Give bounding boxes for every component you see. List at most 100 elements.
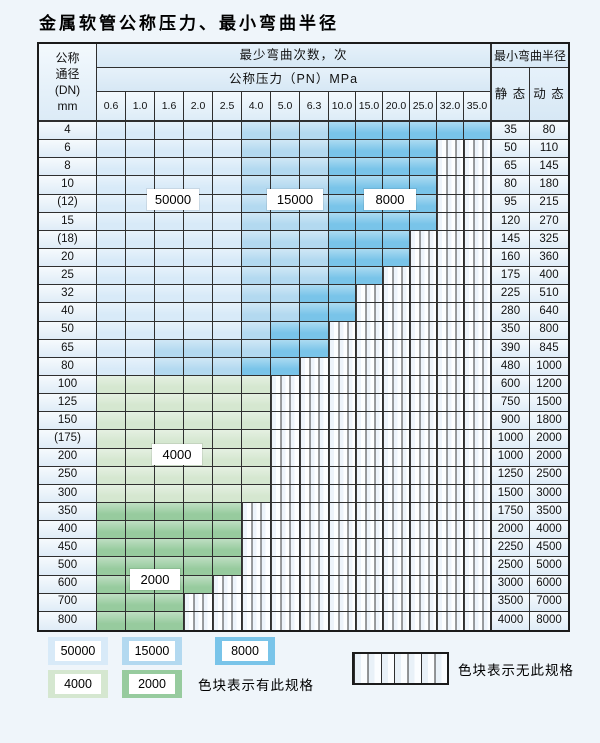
zone-cell bbox=[184, 158, 213, 177]
zone-cell bbox=[155, 285, 184, 304]
zone-cell bbox=[97, 339, 126, 358]
zone-cell bbox=[242, 158, 271, 177]
static-cell: 480 bbox=[491, 357, 530, 376]
zone-cell bbox=[213, 267, 242, 286]
zone-cell bbox=[242, 611, 271, 630]
zone-cell bbox=[437, 267, 464, 286]
zone-cell bbox=[300, 212, 329, 231]
dn-cell: 10 bbox=[39, 176, 97, 195]
zone-cell bbox=[383, 212, 410, 231]
static-cell: 1750 bbox=[491, 502, 530, 522]
zone-cell bbox=[97, 611, 126, 630]
zone-cell bbox=[383, 285, 410, 304]
zone-cell bbox=[356, 448, 383, 467]
zone-cell bbox=[155, 230, 184, 249]
dn-cell: (18) bbox=[39, 230, 97, 249]
zone-cell bbox=[300, 575, 329, 594]
zone-cell bbox=[437, 375, 464, 395]
static-cell: 2500 bbox=[491, 557, 530, 576]
bend-times-header: 最少弯曲次数，次 bbox=[97, 44, 491, 68]
zone-cell bbox=[300, 339, 329, 358]
zone-cell bbox=[410, 575, 437, 594]
dynamic-cell: 800 bbox=[530, 321, 568, 340]
zone-cell bbox=[213, 194, 242, 213]
dn-cell: 50 bbox=[39, 321, 97, 340]
zone-cell bbox=[184, 267, 213, 286]
zone-cell bbox=[356, 539, 383, 558]
zone-cell bbox=[383, 339, 410, 358]
zone-cell bbox=[356, 230, 383, 249]
zone-cell bbox=[329, 611, 356, 630]
zone-cell bbox=[213, 285, 242, 304]
zone-cell bbox=[155, 521, 184, 540]
zone-cell bbox=[213, 394, 242, 413]
zone-cell bbox=[410, 466, 437, 485]
zone-cell bbox=[329, 230, 356, 249]
zone-cell bbox=[410, 430, 437, 449]
zone-cell bbox=[464, 448, 491, 467]
pressure-header-cell: 6.3 bbox=[300, 92, 329, 122]
zone-cell bbox=[464, 339, 491, 358]
zone-cell bbox=[383, 611, 410, 630]
zone-cell bbox=[437, 140, 464, 159]
zone-cell bbox=[97, 122, 126, 141]
zone-cell bbox=[383, 521, 410, 540]
static-cell: 175 bbox=[491, 267, 530, 286]
zone-cell bbox=[410, 194, 437, 213]
zone-cell bbox=[184, 140, 213, 159]
zone-cell bbox=[271, 539, 300, 558]
zone-cell bbox=[464, 357, 491, 376]
zone-cell bbox=[329, 339, 356, 358]
zone-cell bbox=[300, 412, 329, 431]
zone-cell bbox=[329, 194, 356, 213]
zone-cell bbox=[126, 230, 155, 249]
zone-cell bbox=[356, 321, 383, 340]
zone-cell bbox=[437, 321, 464, 340]
zone-cell bbox=[329, 430, 356, 449]
zone-cell bbox=[213, 357, 242, 376]
zone-cell bbox=[184, 557, 213, 576]
legend-swatch-4000: 4000 bbox=[48, 670, 108, 698]
zone-cell bbox=[242, 122, 271, 141]
zone-cell bbox=[300, 502, 329, 522]
zone-cell bbox=[97, 158, 126, 177]
zone-cell bbox=[383, 248, 410, 268]
spec-table: 公称 通径 (DN) mm 最少弯曲次数，次 最小弯曲半径 公称压力（PN）MP… bbox=[37, 42, 570, 632]
zone-cell bbox=[271, 267, 300, 286]
zone-cell bbox=[184, 339, 213, 358]
zone-cell bbox=[383, 593, 410, 612]
zone-cell bbox=[126, 466, 155, 485]
corner-header-dn: 公称 通径 (DN) mm bbox=[39, 44, 97, 122]
pressure-header-cell: 35.0 bbox=[464, 92, 491, 122]
zone-cell bbox=[155, 267, 184, 286]
zone-cell bbox=[300, 611, 329, 630]
static-cell: 2250 bbox=[491, 539, 530, 558]
zone-cell bbox=[271, 466, 300, 485]
zone-cell bbox=[410, 375, 437, 395]
dn-cell: 200 bbox=[39, 448, 97, 467]
zone-cell bbox=[410, 484, 437, 503]
zone-cell bbox=[464, 212, 491, 231]
zone-cell bbox=[356, 557, 383, 576]
zone-cell bbox=[437, 466, 464, 485]
corner-line-4: mm bbox=[57, 99, 78, 113]
zone-cell bbox=[97, 285, 126, 304]
pressure-header-cell: 4.0 bbox=[242, 92, 271, 122]
zone-cell bbox=[437, 448, 464, 467]
zone-cell bbox=[184, 321, 213, 340]
zone-cell bbox=[242, 412, 271, 431]
zone-cell bbox=[213, 611, 242, 630]
static-cell: 3500 bbox=[491, 593, 530, 612]
pressure-header-cell: 25.0 bbox=[410, 92, 437, 122]
zone-cell bbox=[242, 502, 271, 522]
zone-cell bbox=[329, 122, 356, 141]
dynamic-cell: 5000 bbox=[530, 557, 568, 576]
dynamic-cell: 2000 bbox=[530, 448, 568, 467]
page-title: 金属软管公称压力、最小弯曲半径 bbox=[39, 14, 339, 34]
zone-cell bbox=[383, 158, 410, 177]
zone-cell bbox=[410, 321, 437, 340]
zone-cell bbox=[242, 521, 271, 540]
zone-cell bbox=[271, 394, 300, 413]
zone-cell bbox=[410, 140, 437, 159]
zone-cell bbox=[383, 357, 410, 376]
